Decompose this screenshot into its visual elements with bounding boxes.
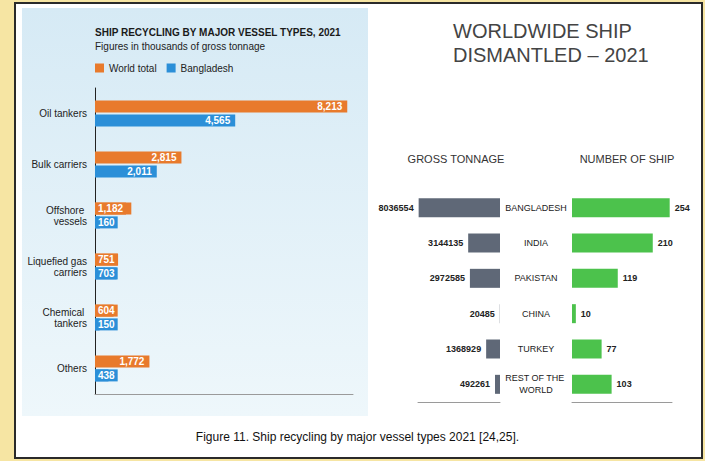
- svg-text:Bangladesh: Bangladesh: [181, 63, 234, 74]
- svg-text:DISMANTLED – 2021: DISMANTLED – 2021: [453, 44, 649, 66]
- svg-text:438: 438: [98, 370, 115, 381]
- svg-text:77: 77: [607, 344, 617, 354]
- svg-text:tankers: tankers: [54, 318, 87, 329]
- svg-text:Figures in thousands of gross: Figures in thousands of gross tonnage: [95, 41, 266, 52]
- svg-text:604: 604: [98, 305, 115, 316]
- svg-text:WORLDWIDE SHIP: WORLDWIDE SHIP: [453, 20, 637, 42]
- svg-text:1,182: 1,182: [98, 203, 123, 214]
- svg-text:TURKEY: TURKEY: [518, 344, 555, 354]
- svg-text:Offshore: Offshore: [46, 205, 87, 216]
- svg-text:Others: Others: [57, 363, 87, 374]
- svg-text:254: 254: [675, 203, 690, 213]
- svg-text:BANGLADESH: BANGLADESH: [505, 203, 567, 213]
- svg-text:2,815: 2,815: [151, 152, 176, 163]
- svg-text:REST OF THE: REST OF THE: [505, 373, 567, 383]
- svg-text:SHIP RECYCLING BY MAJOR VESSEL: SHIP RECYCLING BY MAJOR VESSEL TYPES, 20…: [95, 27, 341, 38]
- html-text:Figure 11. Ship recycling by m: Figure 11. Ship recycling by major vesse…: [195, 430, 520, 444]
- svg-text:Bulk carriers: Bulk carriers: [31, 159, 87, 170]
- svg-text:WORLD: WORLD: [519, 385, 553, 395]
- svg-text:Chemical: Chemical: [43, 307, 87, 318]
- svg-text:4,565: 4,565: [205, 115, 230, 126]
- svg-text:1368929: 1368929: [446, 344, 481, 354]
- svg-text:Liquefied gas: Liquefied gas: [28, 256, 88, 267]
- svg-text:119: 119: [623, 273, 638, 283]
- svg-text:210: 210: [658, 238, 673, 248]
- svg-text:vessels: vessels: [54, 216, 87, 227]
- svg-text:2,011: 2,011: [127, 166, 152, 177]
- svg-text:103: 103: [617, 379, 632, 389]
- svg-text:2972585: 2972585: [430, 273, 465, 283]
- svg-text:3144135: 3144135: [428, 238, 463, 248]
- svg-text:INDIA: INDIA: [524, 238, 548, 248]
- svg-text:Oil tankers: Oil tankers: [39, 108, 87, 119]
- svg-text:NUMBER OF SHIP: NUMBER OF SHIP: [580, 153, 675, 165]
- svg-text:World total: World total: [109, 63, 157, 74]
- svg-text:150: 150: [98, 319, 115, 330]
- svg-text:carriers: carriers: [51, 267, 87, 278]
- svg-text:GROSS TONNAGE: GROSS TONNAGE: [408, 153, 505, 165]
- svg-text:492261: 492261: [460, 379, 490, 389]
- svg-text:8,213: 8,213: [317, 101, 342, 112]
- svg-text:1,772: 1,772: [119, 356, 144, 367]
- svg-text:8036554: 8036554: [379, 203, 414, 213]
- svg-text:20485: 20485: [470, 309, 495, 319]
- svg-text:CHINA: CHINA: [522, 309, 550, 319]
- svg-text:703: 703: [98, 268, 115, 279]
- svg-text:10: 10: [581, 309, 591, 319]
- svg-text:160: 160: [98, 217, 115, 228]
- svg-text:PAKISTAN: PAKISTAN: [514, 273, 557, 283]
- svg-text:751: 751: [98, 254, 115, 265]
